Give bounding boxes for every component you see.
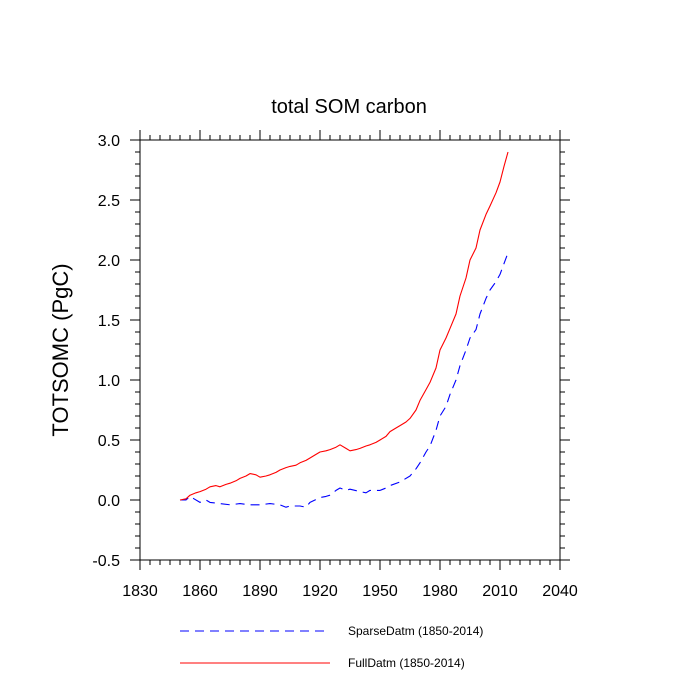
x-tick-label: 1890 <box>242 583 278 600</box>
x-tick-label: 2040 <box>542 583 578 600</box>
x-tick-label: 1980 <box>422 583 458 600</box>
y-tick-label: 1.5 <box>98 313 120 330</box>
y-tick-label: 1.0 <box>98 373 120 390</box>
y-tick-label: 0.0 <box>98 493 120 510</box>
x-tick-label: 2010 <box>482 583 518 600</box>
x-tick-label: 1950 <box>362 583 398 600</box>
y-axis-label: TOTSOMC (PgC) <box>48 263 73 436</box>
axis-tick-labels: 1830 1860 1890 1920 1950 1980 2010 2040 -0.5 0.0 0… <box>92 133 577 600</box>
y-tick-label: 3.0 <box>98 133 120 150</box>
legend: SparseDatm (1850-2014) FullDatm (1850-201… <box>180 624 483 670</box>
legend-label: FullDatm (1850-2014) <box>348 656 465 670</box>
x-tick-label: 1920 <box>302 583 338 600</box>
plot-frame <box>139 139 561 561</box>
x-tick-label: 1830 <box>122 583 158 600</box>
x-tick-label: 1860 <box>182 583 218 600</box>
legend-label: SparseDatm (1850-2014) <box>348 624 483 638</box>
y-tick-label: -0.5 <box>92 553 120 570</box>
y-tick-label: 0.5 <box>98 433 120 450</box>
axis-ticks <box>130 130 570 570</box>
series-layer <box>179 151 509 508</box>
y-tick-label: 2.0 <box>98 253 120 270</box>
series-line-fulldatm <box>179 151 509 501</box>
chart-title: total SOM carbon <box>271 96 427 118</box>
series-line-sparsedatm <box>180 252 509 508</box>
y-tick-label: 2.5 <box>98 193 120 210</box>
